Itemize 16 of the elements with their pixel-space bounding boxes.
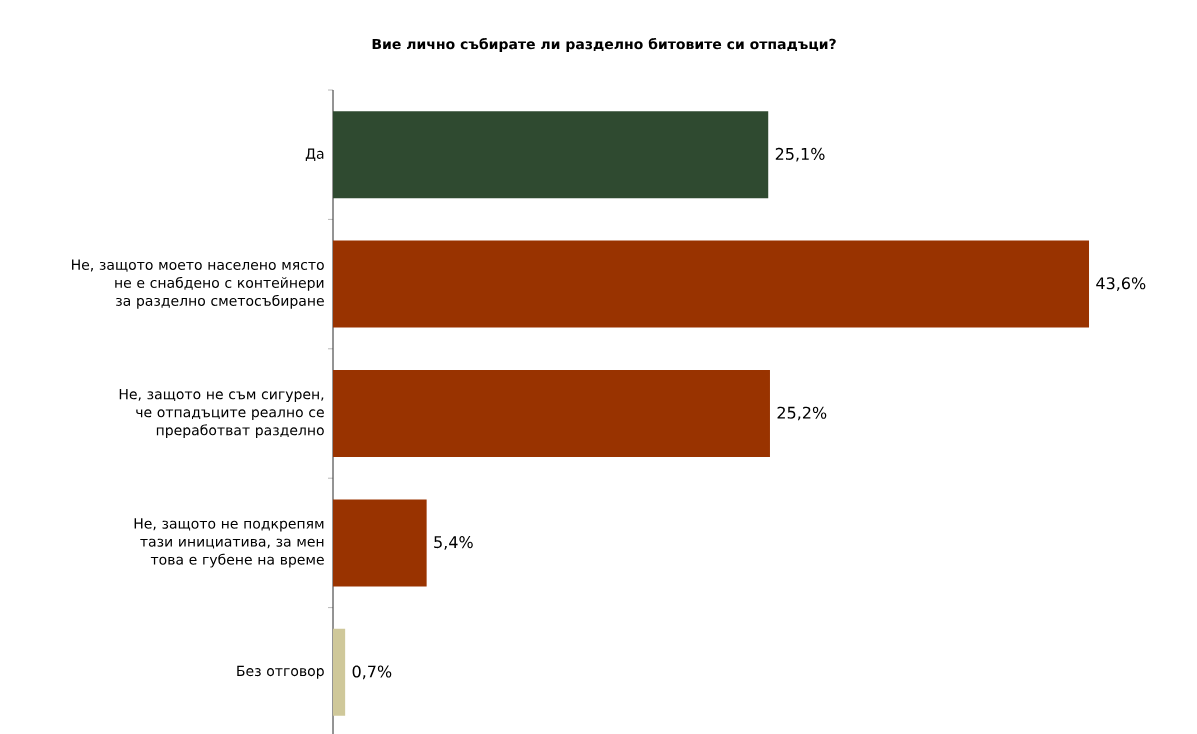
y-tick-label: Не, защото не подкрепям тази инициатива, за мен това е губене на време xyxy=(134,518,324,568)
bar xyxy=(333,499,427,587)
data-label: 5,4% xyxy=(434,536,473,550)
bar xyxy=(333,240,1090,328)
y-tick-label: Да xyxy=(305,148,324,161)
chart-title: Вие лично събирате ли разделно битовите си отпадъци? xyxy=(372,38,836,53)
bar xyxy=(333,111,769,199)
bar xyxy=(333,370,770,458)
data-label: 0,7% xyxy=(352,665,392,680)
data-label: 25,2% xyxy=(777,406,827,421)
bar xyxy=(333,628,346,716)
data-label: 43,6% xyxy=(1096,277,1146,291)
data-label: 25,1% xyxy=(775,147,825,162)
y-tick-label: Без отговор xyxy=(237,665,324,679)
y-tick-label: Не, защото не съм сигурен, че отпадъците реално се преработват разделно xyxy=(119,388,324,439)
y-tick-label: Не, защото моето населено място не е снабдено с контейнери за разделно сметосъбиране xyxy=(72,259,324,309)
